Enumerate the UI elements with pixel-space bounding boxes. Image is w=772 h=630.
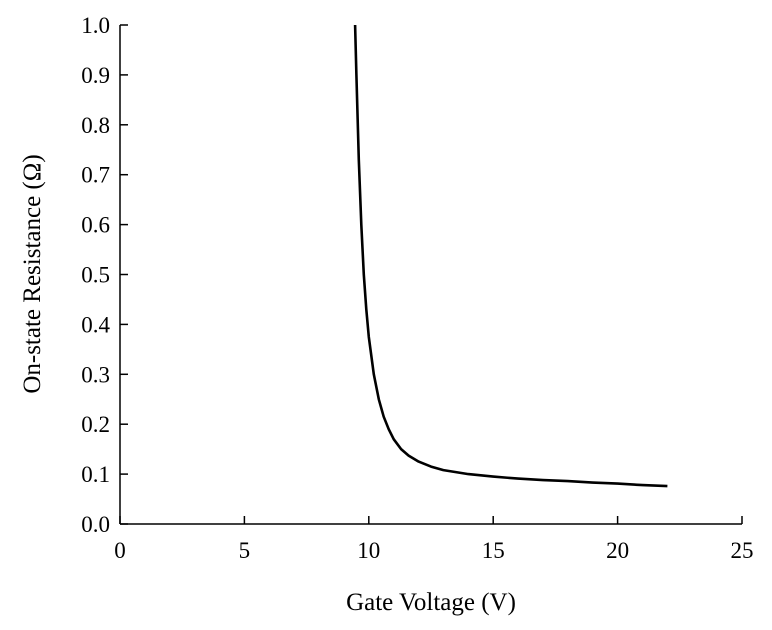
y-axis-ticks: 0.0 0.1 0.2 0.3 0.4 0.5 0.6 0.7 0.8 0.9 1.0	[81, 13, 128, 537]
x-tick-label: 0	[114, 538, 126, 563]
x-axis-title: Gate Voltage (V)	[346, 589, 516, 616]
x-tick-label: 20	[606, 538, 629, 563]
y-tick-label: 1.0	[81, 13, 110, 38]
y-tick-label: 0.0	[81, 512, 110, 537]
y-tick-label: 0.1	[81, 462, 110, 487]
y-axis-title: On-state Resistance (Ω)	[19, 154, 46, 393]
plot-area	[353, 24, 668, 488]
y-tick-label: 0.5	[81, 263, 110, 288]
x-tick-label: 10	[357, 538, 380, 563]
y-tick-label: 0.8	[81, 113, 110, 138]
y-tick-label: 0.3	[81, 362, 110, 387]
y-tick-label: 0.6	[81, 213, 110, 238]
x-tick-label: 25	[731, 538, 754, 563]
y-tick-label: 0.2	[81, 412, 110, 437]
y-tick-label: 0.7	[81, 163, 110, 188]
y-tick-label: 0.9	[81, 63, 110, 88]
chart-axes	[119, 25, 742, 525]
y-tick-label: 0.4	[81, 312, 110, 337]
x-tick-label: 5	[239, 538, 251, 563]
x-tick-label: 15	[482, 538, 505, 563]
series-line-0	[353, 24, 668, 488]
x-axis-ticks: 0 5 10 15 20 25	[114, 516, 754, 563]
